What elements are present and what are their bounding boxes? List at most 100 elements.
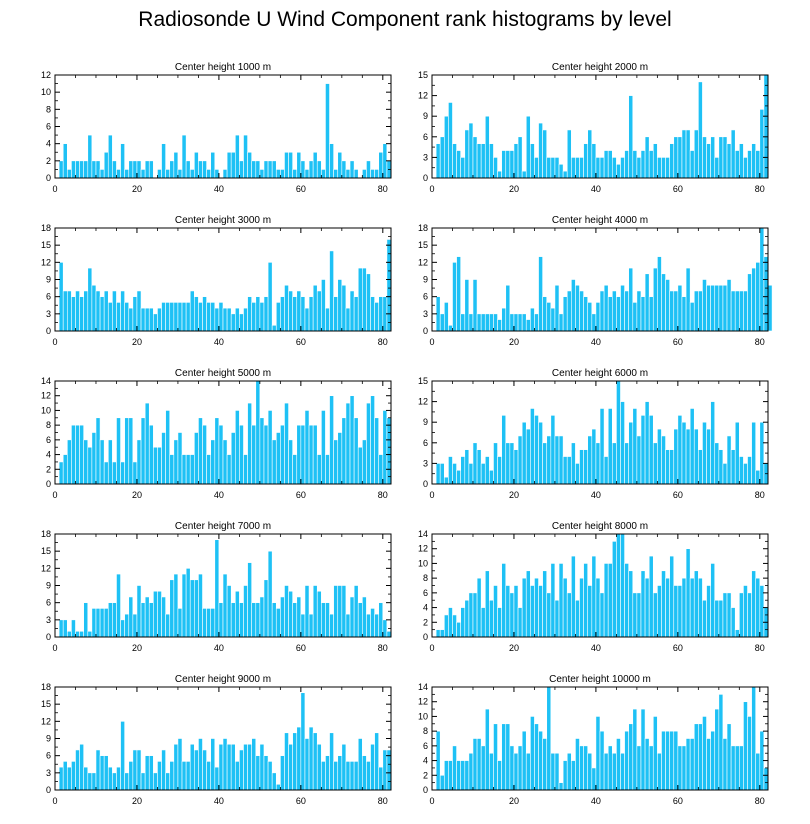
- histogram-bar: [140, 772, 146, 791]
- histogram-bar: [439, 136, 445, 179]
- histogram-bar: [230, 432, 236, 485]
- histogram-bar: [337, 585, 343, 638]
- y-tick-label: 4: [46, 139, 51, 149]
- histogram-bar: [91, 772, 97, 791]
- histogram-bar: [710, 730, 716, 791]
- histogram-bar: [173, 151, 179, 179]
- histogram-bar: [284, 284, 289, 332]
- histogram-bar: [595, 577, 601, 638]
- histogram-bar: [316, 290, 322, 332]
- histogram-bar: [259, 417, 265, 485]
- histogram-bar: [263, 579, 269, 638]
- y-tick-label: 15: [418, 70, 428, 80]
- histogram-bar: [226, 307, 232, 332]
- histogram-bar: [153, 772, 158, 791]
- histogram-bar: [71, 424, 76, 485]
- histogram-bar: [349, 596, 355, 638]
- histogram-bar: [460, 760, 466, 791]
- histogram-bar: [95, 417, 101, 485]
- histogram-bar: [718, 136, 724, 179]
- histogram-bar: [706, 284, 711, 332]
- x-tick-label: 0: [52, 796, 57, 806]
- histogram-bar: [476, 449, 482, 485]
- histogram-bar: [271, 324, 277, 332]
- histogram-bar: [267, 410, 273, 485]
- histogram-bar: [169, 454, 175, 485]
- histogram-bar: [718, 284, 724, 332]
- histogram-bar: [239, 313, 244, 332]
- y-tick-label: 10: [41, 405, 51, 415]
- histogram-bar: [739, 745, 744, 791]
- histogram-bar: [628, 421, 634, 485]
- histogram-bar: [566, 129, 572, 179]
- x-tick-label: 0: [429, 184, 434, 194]
- histogram-bar: [107, 766, 113, 791]
- histogram-bar: [58, 461, 64, 485]
- histogram-bar: [308, 296, 314, 332]
- histogram-bar: [509, 592, 515, 638]
- histogram-bar: [550, 157, 556, 179]
- histogram-bar: [62, 619, 68, 638]
- histogram-bar: [689, 150, 695, 179]
- histogram-bar: [669, 290, 675, 332]
- histogram-bar: [677, 585, 683, 638]
- y-tick-label: 0: [423, 173, 428, 183]
- histogram-bar: [58, 619, 64, 638]
- histogram-bar: [636, 745, 642, 791]
- histogram-bar: [169, 302, 175, 332]
- histogram-bar: [362, 267, 367, 332]
- panel-title: Center height 6000 m: [551, 368, 649, 379]
- histogram-bar: [120, 461, 125, 485]
- histogram-bar: [140, 307, 146, 332]
- histogram-bar: [140, 417, 146, 485]
- x-tick-label: 40: [591, 337, 601, 347]
- histogram-bar: [693, 723, 699, 791]
- histogram-bar: [591, 428, 597, 485]
- bar-series: [435, 533, 769, 638]
- panel-title: Center height 9000 m: [174, 674, 272, 685]
- histogram-bar: [665, 730, 670, 791]
- histogram-bar: [566, 752, 572, 791]
- histogram-bar: [304, 169, 310, 179]
- histogram-bar: [452, 262, 457, 332]
- histogram-bar: [144, 307, 150, 332]
- histogram-bar: [460, 313, 466, 332]
- histogram-bar: [464, 599, 470, 638]
- histogram-bar: [714, 442, 720, 485]
- histogram-bar: [661, 435, 666, 485]
- histogram-bar: [312, 585, 318, 638]
- histogram-bar: [83, 160, 89, 179]
- histogram-bar: [91, 432, 97, 485]
- histogram-bar: [333, 439, 339, 485]
- histogram-bar: [316, 590, 322, 638]
- y-tick-label: 2: [46, 464, 51, 474]
- histogram-bar: [669, 555, 675, 638]
- histogram-bar: [259, 743, 265, 791]
- y-tick-label: 8: [46, 420, 51, 430]
- x-tick-label: 0: [52, 184, 57, 194]
- histogram-bar: [132, 296, 138, 332]
- histogram-bar: [685, 548, 691, 638]
- histogram-bar: [370, 296, 375, 332]
- histogram-bar: [165, 613, 171, 638]
- histogram-bar: [542, 738, 548, 791]
- histogram-bar: [435, 143, 441, 179]
- x-tick-label: 40: [214, 796, 224, 806]
- histogram-panel: Center height 8000 m 0 2 4 6 8 10 12 14 0 20 40 60 80: [392, 504, 788, 657]
- histogram-bar: [501, 150, 507, 179]
- histogram-bar: [616, 738, 621, 791]
- histogram-bar: [624, 290, 629, 332]
- histogram-bar: [378, 296, 384, 332]
- histogram-bar: [493, 585, 498, 638]
- histogram-bar: [636, 157, 642, 179]
- histogram-bar: [509, 313, 515, 332]
- histogram-bar: [755, 577, 761, 638]
- y-tick-label: 2: [46, 156, 51, 166]
- histogram-bar: [751, 267, 757, 332]
- histogram-bar: [571, 279, 576, 332]
- histogram-bar: [624, 442, 629, 485]
- y-tick-label: 14: [418, 529, 428, 539]
- histogram-bar: [640, 570, 646, 638]
- histogram-bar: [755, 262, 761, 332]
- histogram-bar: [747, 273, 752, 332]
